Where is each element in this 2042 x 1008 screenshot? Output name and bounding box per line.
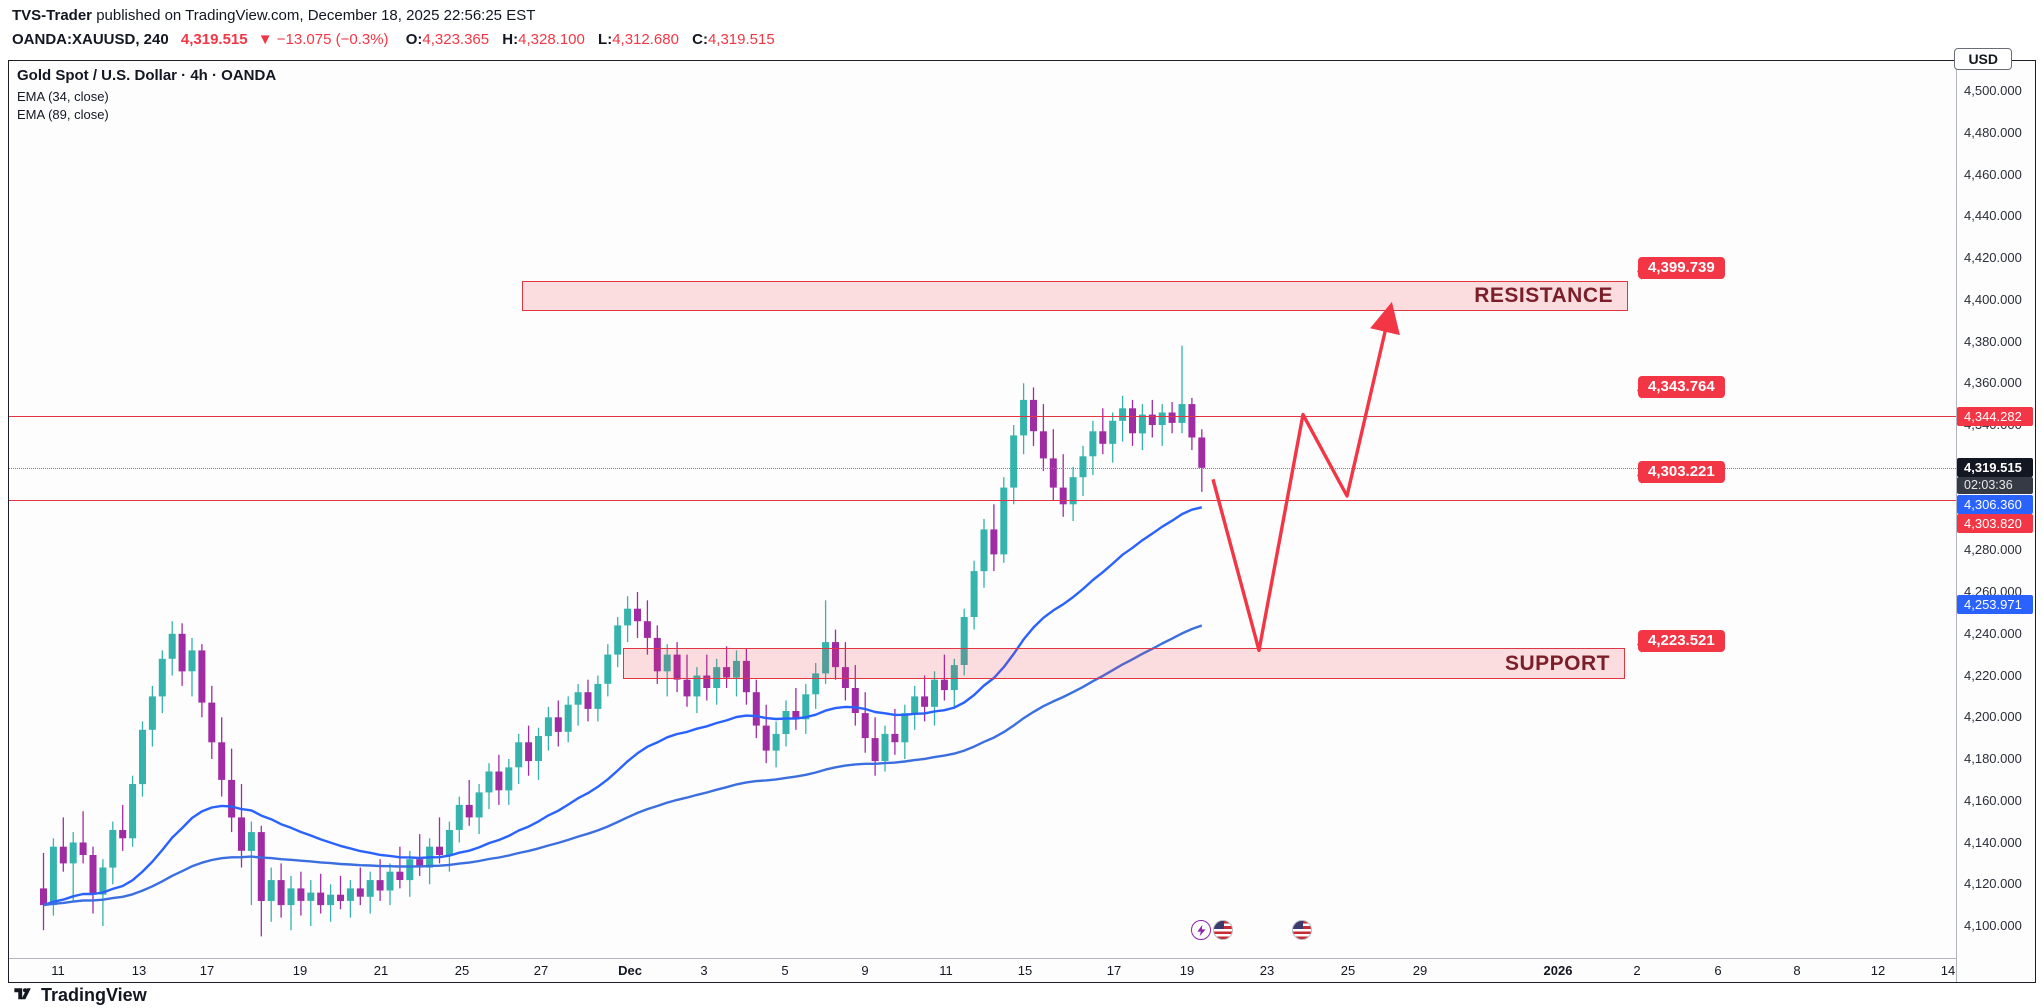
ema89-legend[interactable]: EMA (89, close) bbox=[17, 107, 109, 122]
time-tick: 19 bbox=[292, 963, 308, 978]
tradingview-logo-icon[interactable] bbox=[12, 982, 34, 1008]
price-tick: 4,220.000 bbox=[1964, 667, 2022, 683]
us-flag-event-icon[interactable] bbox=[1213, 920, 1233, 940]
time-tick: 15 bbox=[1017, 963, 1033, 978]
price-note-badge-4303[interactable]: 4,303.221 bbox=[1638, 461, 1725, 483]
low-value: 4,312.680 bbox=[612, 31, 679, 48]
time-tick: 5 bbox=[781, 963, 789, 978]
horizontal-line-4303[interactable] bbox=[9, 500, 1956, 501]
time-tick: 23 bbox=[1259, 963, 1275, 978]
time-tick: 12 bbox=[1870, 963, 1886, 978]
time-tick: 19 bbox=[1179, 963, 1195, 978]
time-tick: 11 bbox=[939, 963, 953, 978]
published-info: published on TradingView.com, December 1… bbox=[92, 7, 536, 24]
resistance-label: RESISTANCE bbox=[1474, 284, 1613, 307]
currency-button[interactable]: USD bbox=[1954, 48, 2012, 70]
chart-plot-area[interactable]: RESISTANCE SUPPORT 4,399.739 4,343.764 4… bbox=[9, 61, 1956, 958]
time-tick: 25 bbox=[1340, 963, 1356, 978]
price-tick: 4,160.000 bbox=[1964, 792, 2022, 808]
price-tick: 4,120.000 bbox=[1964, 876, 2022, 892]
chart-legend: Gold Spot / U.S. Dollar · 4h · OANDA EMA… bbox=[17, 67, 276, 125]
symbol-title: OANDA:XAUUSD, 240 bbox=[12, 31, 169, 48]
high-label: H: bbox=[502, 31, 519, 48]
horizontal-line-4344[interactable] bbox=[9, 416, 1956, 417]
publisher-name: TVS-Trader bbox=[12, 7, 93, 24]
time-tick: 13 bbox=[131, 963, 147, 978]
price-tick: 4,180.000 bbox=[1964, 751, 2022, 766]
price-tick: 4,360.000 bbox=[1964, 375, 2022, 391]
price-tick: 4,400.000 bbox=[1964, 291, 2022, 307]
close-label: C: bbox=[692, 31, 708, 48]
price-tick: 4,200.000 bbox=[1964, 709, 2022, 725]
resistance-zone[interactable]: RESISTANCE bbox=[522, 281, 1628, 311]
price-note-badge-4343[interactable]: 4,343.764 bbox=[1638, 376, 1725, 398]
price-note-badge-resistance[interactable]: 4,399.739 bbox=[1638, 257, 1725, 279]
price-tick: 4,420.000 bbox=[1964, 250, 2022, 265]
open-value: 4,323.365 bbox=[422, 31, 490, 48]
time-tick: Dec bbox=[618, 963, 642, 978]
time-tick: 2 bbox=[1633, 963, 1641, 978]
price-tick: 4,380.000 bbox=[1964, 333, 2022, 349]
time-tick: 14 bbox=[1940, 963, 1956, 978]
last-price-line bbox=[9, 468, 1956, 469]
time-tick: 8 bbox=[1793, 963, 1801, 978]
symbol-legend[interactable]: Gold Spot / U.S. Dollar · 4h · OANDA bbox=[17, 67, 277, 84]
time-tick: 21 bbox=[373, 963, 389, 978]
time-tick: 11 bbox=[51, 963, 65, 978]
price-axis[interactable]: 4,344.282 4,319.515 02:03:36 4,306.360 4… bbox=[1956, 61, 2035, 982]
price-tick: 4,460.000 bbox=[1964, 166, 2022, 182]
us-flag-event-icon[interactable] bbox=[1292, 920, 1312, 940]
price-tick: 4,140.000 bbox=[1964, 834, 2022, 850]
time-axis[interactable]: 11 13 17 19 21 25 27 Dec 3 5 9 11 15 17 19 23 25 29 2026 2 6… bbox=[9, 958, 1956, 982]
price-tick: 4,100.000 bbox=[1964, 918, 2022, 933]
price-note-badge-support[interactable]: 4,223.521 bbox=[1638, 630, 1725, 652]
price-tick: 4,240.000 bbox=[1964, 625, 2022, 641]
time-tick: 3 bbox=[700, 963, 708, 978]
publish-header: TVS-Trader published on TradingView.com,… bbox=[12, 7, 535, 24]
ema34-value-tag: 4,306.360 bbox=[1957, 495, 2033, 514]
low-label: L: bbox=[598, 31, 613, 48]
chart-frame: RESISTANCE SUPPORT 4,399.739 4,343.764 4… bbox=[8, 60, 2036, 983]
footer: TradingView bbox=[12, 983, 147, 1008]
last-price: 4,319.515 bbox=[180, 31, 248, 48]
time-tick: 9 bbox=[861, 963, 869, 978]
price-change: ▼ −13.075 (−0.3%) bbox=[257, 31, 389, 48]
time-tick: 17 bbox=[199, 963, 215, 978]
candlestick-series[interactable] bbox=[9, 61, 1956, 958]
open-label: O: bbox=[405, 31, 423, 48]
last-price-tag: 4,319.515 bbox=[1957, 458, 2033, 477]
lightning-event-icon[interactable] bbox=[1191, 920, 1211, 940]
time-tick: 27 bbox=[533, 963, 549, 978]
countdown-tag: 02:03:36 bbox=[1957, 477, 2033, 494]
price-tick: 4,280.000 bbox=[1964, 542, 2022, 558]
price-tick: 4,500.000 bbox=[1964, 83, 2022, 98]
ema89-value-tag: 4,253.971 bbox=[1957, 595, 2033, 614]
high-value: 4,328.100 bbox=[518, 31, 585, 48]
time-tick: 6 bbox=[1714, 963, 1722, 978]
tradingview-wordmark[interactable]: TradingView bbox=[41, 985, 147, 1005]
support-label: SUPPORT bbox=[1504, 651, 1610, 675]
quote-header: OANDA:XAUUSD, 240 4,319.515 ▼ −13.075 (−… bbox=[12, 31, 775, 48]
support-zone[interactable]: SUPPORT bbox=[623, 648, 1625, 679]
price-tag-4303: 4,303.820 bbox=[1957, 514, 2033, 533]
price-tick: 4,440.000 bbox=[1964, 208, 2022, 224]
close-value: 4,319.515 bbox=[707, 31, 775, 48]
ema34-legend[interactable]: EMA (34, close) bbox=[17, 89, 109, 104]
time-tick: 29 bbox=[1412, 963, 1428, 978]
price-tag-4344: 4,344.282 bbox=[1957, 407, 2033, 426]
time-tick: 25 bbox=[454, 963, 470, 978]
time-tick: 17 bbox=[1106, 963, 1122, 978]
time-tick: 2026 bbox=[1543, 963, 1573, 978]
price-tick: 4,480.000 bbox=[1964, 124, 2022, 140]
